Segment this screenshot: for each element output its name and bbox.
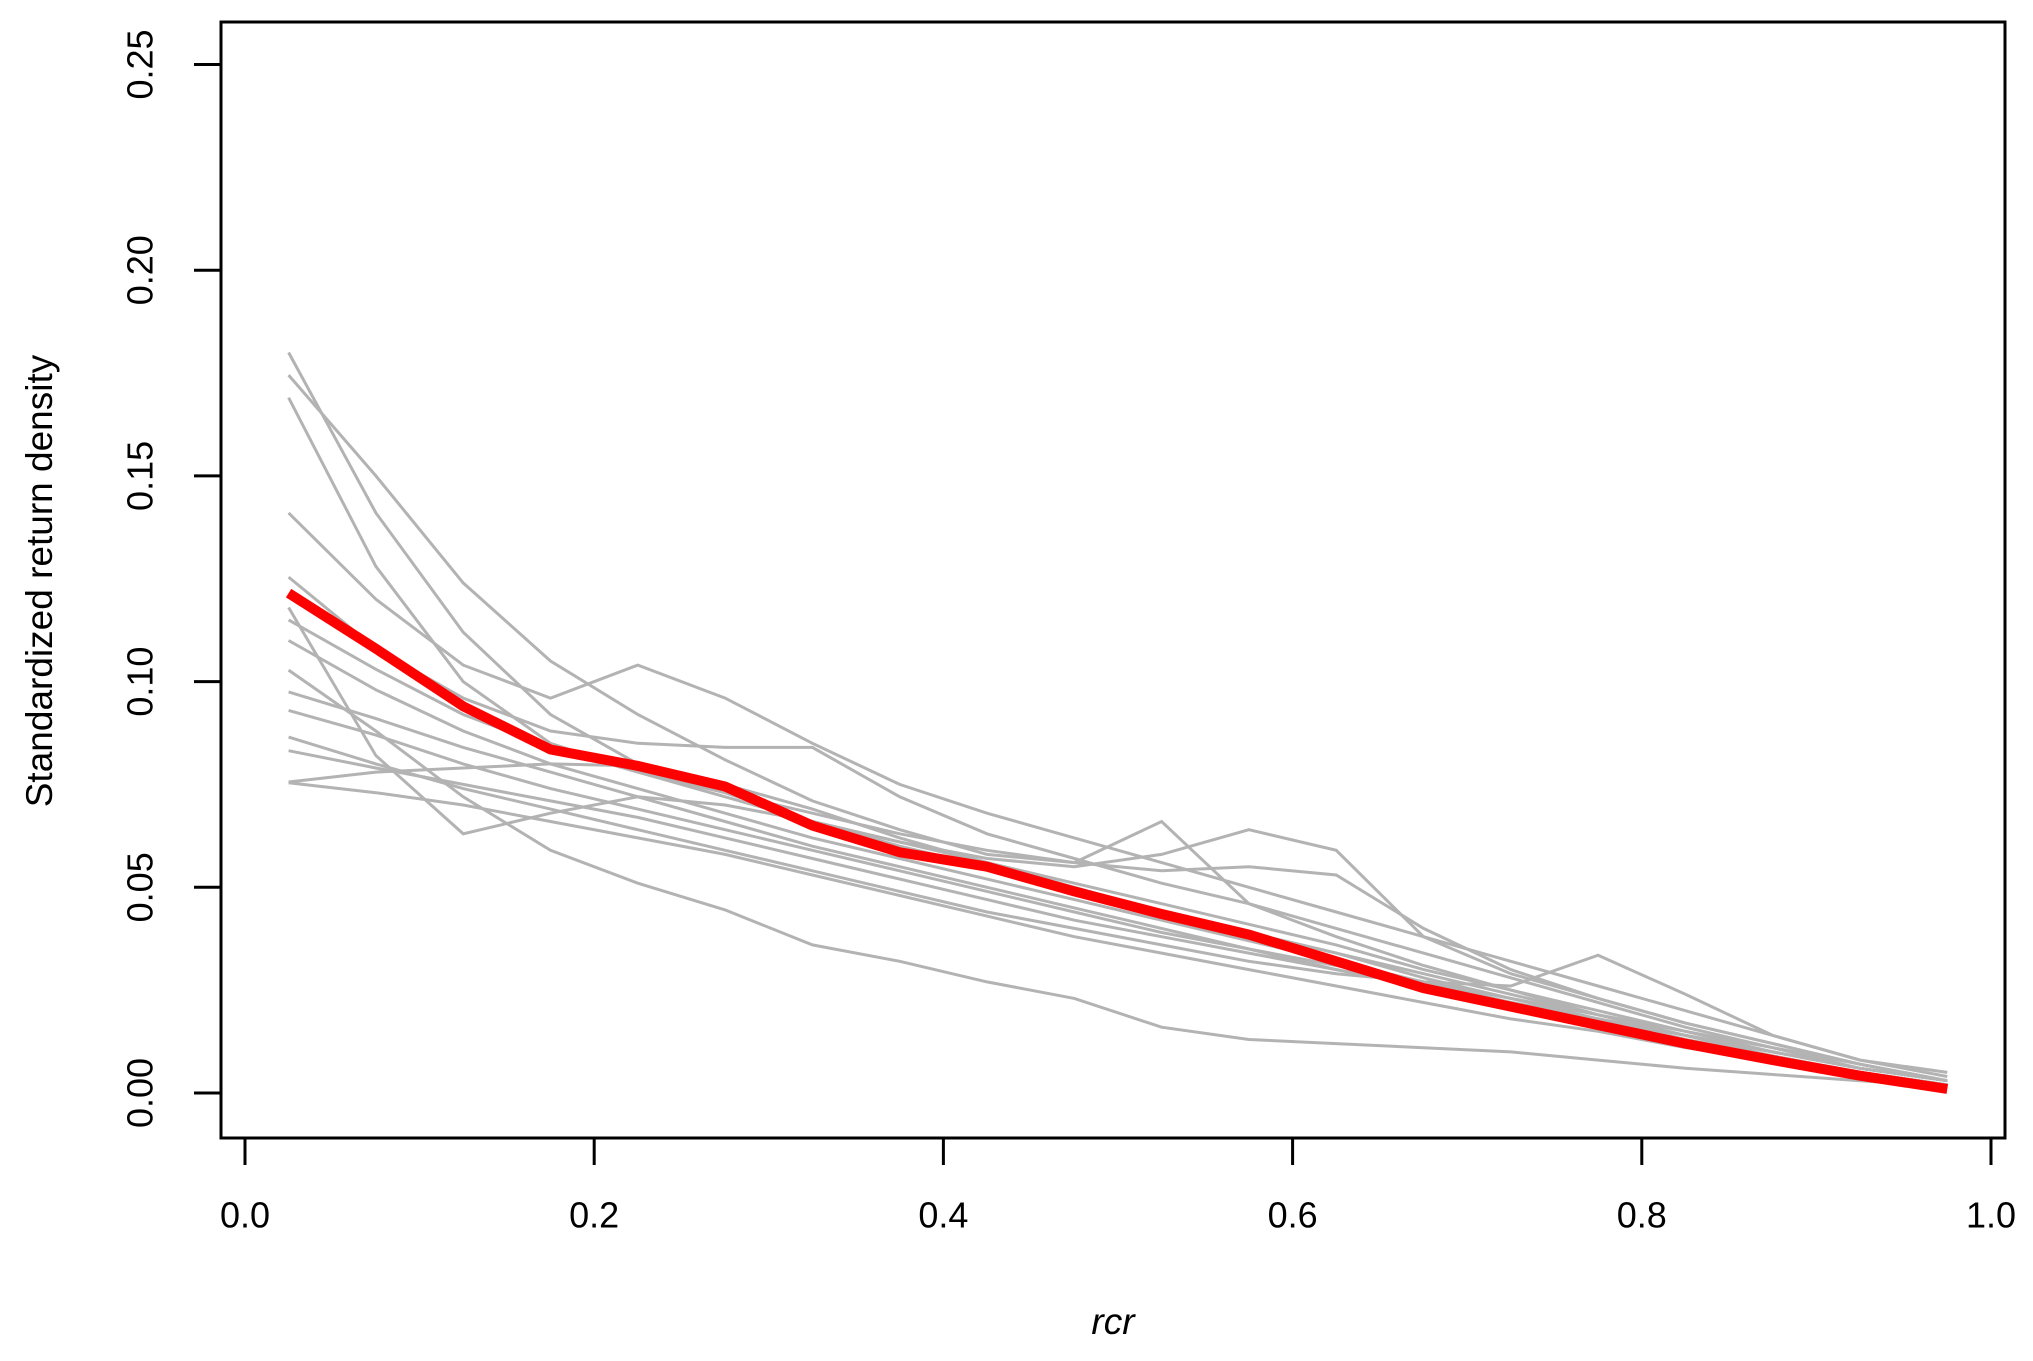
- x-tick-label: 0.8: [1617, 1195, 1667, 1236]
- x-tick-label: 0.0: [220, 1195, 270, 1236]
- y-axis-title: Standardized return density: [19, 354, 60, 808]
- simulation-line: [288, 708, 1948, 1083]
- y-tick-label: 0.00: [120, 1058, 161, 1128]
- y-tick-label: 0.05: [120, 852, 161, 922]
- simulation-line: [287, 374, 1948, 1087]
- simulation-line: [288, 690, 1948, 1083]
- y-tick-label: 0.10: [120, 647, 161, 717]
- simulation-line: [287, 639, 1948, 1087]
- x-tick-label: 1.0: [1966, 1195, 2016, 1236]
- x-tick-label: 0.4: [918, 1195, 968, 1236]
- mean-line: [285, 588, 1949, 1094]
- simulation-line: [287, 606, 1948, 1083]
- x-tick-label: 0.2: [569, 1195, 619, 1236]
- y-tick-label: 0.15: [120, 441, 161, 511]
- simulation-line: [287, 511, 1948, 1078]
- simulation-line: [287, 668, 1948, 1089]
- x-axis-title: rcr: [1091, 1301, 1135, 1342]
- simulation-line: [287, 575, 1948, 1083]
- y-tick-label: 0.20: [120, 235, 161, 305]
- y-tick-label: 0.25: [120, 29, 161, 99]
- x-tick-label: 0.6: [1268, 1195, 1318, 1236]
- simulation-line: [288, 735, 1948, 1074]
- plot-box: [219, 20, 2007, 1140]
- simulation-line: [287, 351, 1948, 1087]
